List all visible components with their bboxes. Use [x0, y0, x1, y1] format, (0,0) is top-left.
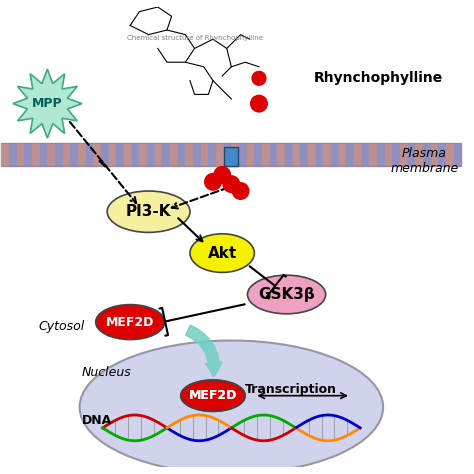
Bar: [323, 143, 331, 166]
Text: Rhynchophylline: Rhynchophylline: [314, 71, 443, 85]
Text: Nucleus: Nucleus: [82, 366, 132, 379]
Bar: [63, 143, 70, 166]
Bar: [246, 143, 255, 166]
Bar: [209, 143, 216, 166]
Bar: [109, 143, 117, 166]
Ellipse shape: [247, 275, 326, 314]
Bar: [9, 143, 17, 166]
Bar: [185, 143, 193, 166]
Circle shape: [232, 182, 249, 199]
Bar: [255, 143, 262, 166]
Bar: [385, 143, 392, 166]
Bar: [339, 143, 346, 166]
Circle shape: [252, 72, 266, 85]
Bar: [331, 143, 339, 166]
Bar: [346, 143, 354, 166]
Text: MEF2D: MEF2D: [189, 389, 237, 402]
Bar: [392, 143, 400, 166]
Bar: [78, 143, 86, 166]
Bar: [193, 143, 201, 166]
Text: MEF2D: MEF2D: [189, 389, 237, 402]
Text: PI3-K: PI3-K: [126, 204, 171, 219]
Bar: [231, 143, 239, 166]
Bar: [270, 143, 277, 166]
Ellipse shape: [80, 340, 383, 474]
Polygon shape: [13, 69, 82, 138]
Bar: [301, 143, 308, 166]
Circle shape: [223, 176, 240, 192]
Bar: [170, 143, 178, 166]
Bar: [117, 143, 124, 166]
Bar: [415, 143, 423, 166]
Bar: [316, 143, 323, 166]
Bar: [139, 143, 147, 166]
Bar: [362, 143, 369, 166]
Text: Plasma
membrane: Plasma membrane: [391, 147, 459, 175]
Bar: [225, 147, 238, 166]
Circle shape: [251, 95, 267, 112]
Ellipse shape: [181, 380, 245, 411]
Bar: [155, 143, 163, 166]
Ellipse shape: [107, 191, 190, 232]
Bar: [163, 143, 170, 166]
Bar: [24, 143, 32, 166]
Text: MEF2D: MEF2D: [106, 316, 155, 328]
Bar: [438, 143, 446, 166]
Bar: [262, 143, 270, 166]
Text: Chemical structure of Rhynchophylline: Chemical structure of Rhynchophylline: [127, 35, 263, 41]
Bar: [93, 143, 101, 166]
Bar: [369, 143, 377, 166]
Bar: [292, 143, 301, 166]
Bar: [277, 143, 285, 166]
Ellipse shape: [181, 380, 245, 411]
Bar: [308, 143, 316, 166]
Text: Transcription: Transcription: [245, 383, 337, 396]
Bar: [423, 143, 431, 166]
Circle shape: [214, 167, 230, 183]
Bar: [408, 143, 415, 166]
Bar: [70, 143, 78, 166]
Bar: [354, 143, 362, 166]
Bar: [285, 143, 292, 166]
Bar: [147, 143, 155, 166]
Bar: [431, 143, 438, 166]
Bar: [101, 143, 109, 166]
Ellipse shape: [190, 234, 255, 273]
FancyArrowPatch shape: [185, 325, 222, 377]
Bar: [239, 143, 246, 166]
Text: GSK3β: GSK3β: [258, 287, 315, 302]
Bar: [377, 143, 385, 166]
Bar: [124, 143, 132, 166]
Bar: [224, 143, 231, 166]
Bar: [32, 143, 40, 166]
Bar: [446, 143, 454, 166]
Bar: [201, 143, 209, 166]
Text: Akt: Akt: [208, 246, 237, 261]
Bar: [1, 143, 9, 166]
Bar: [86, 143, 93, 166]
Bar: [55, 143, 63, 166]
Ellipse shape: [96, 305, 164, 339]
Bar: [400, 143, 408, 166]
Text: DNA: DNA: [82, 414, 112, 428]
Bar: [216, 143, 224, 166]
Bar: [17, 143, 24, 166]
Bar: [178, 143, 185, 166]
Bar: [40, 143, 47, 166]
Bar: [454, 143, 461, 166]
Text: Cytosol: Cytosol: [38, 320, 84, 333]
Circle shape: [205, 173, 221, 190]
Text: MPP: MPP: [32, 97, 63, 110]
Bar: [47, 143, 55, 166]
Bar: [132, 143, 139, 166]
